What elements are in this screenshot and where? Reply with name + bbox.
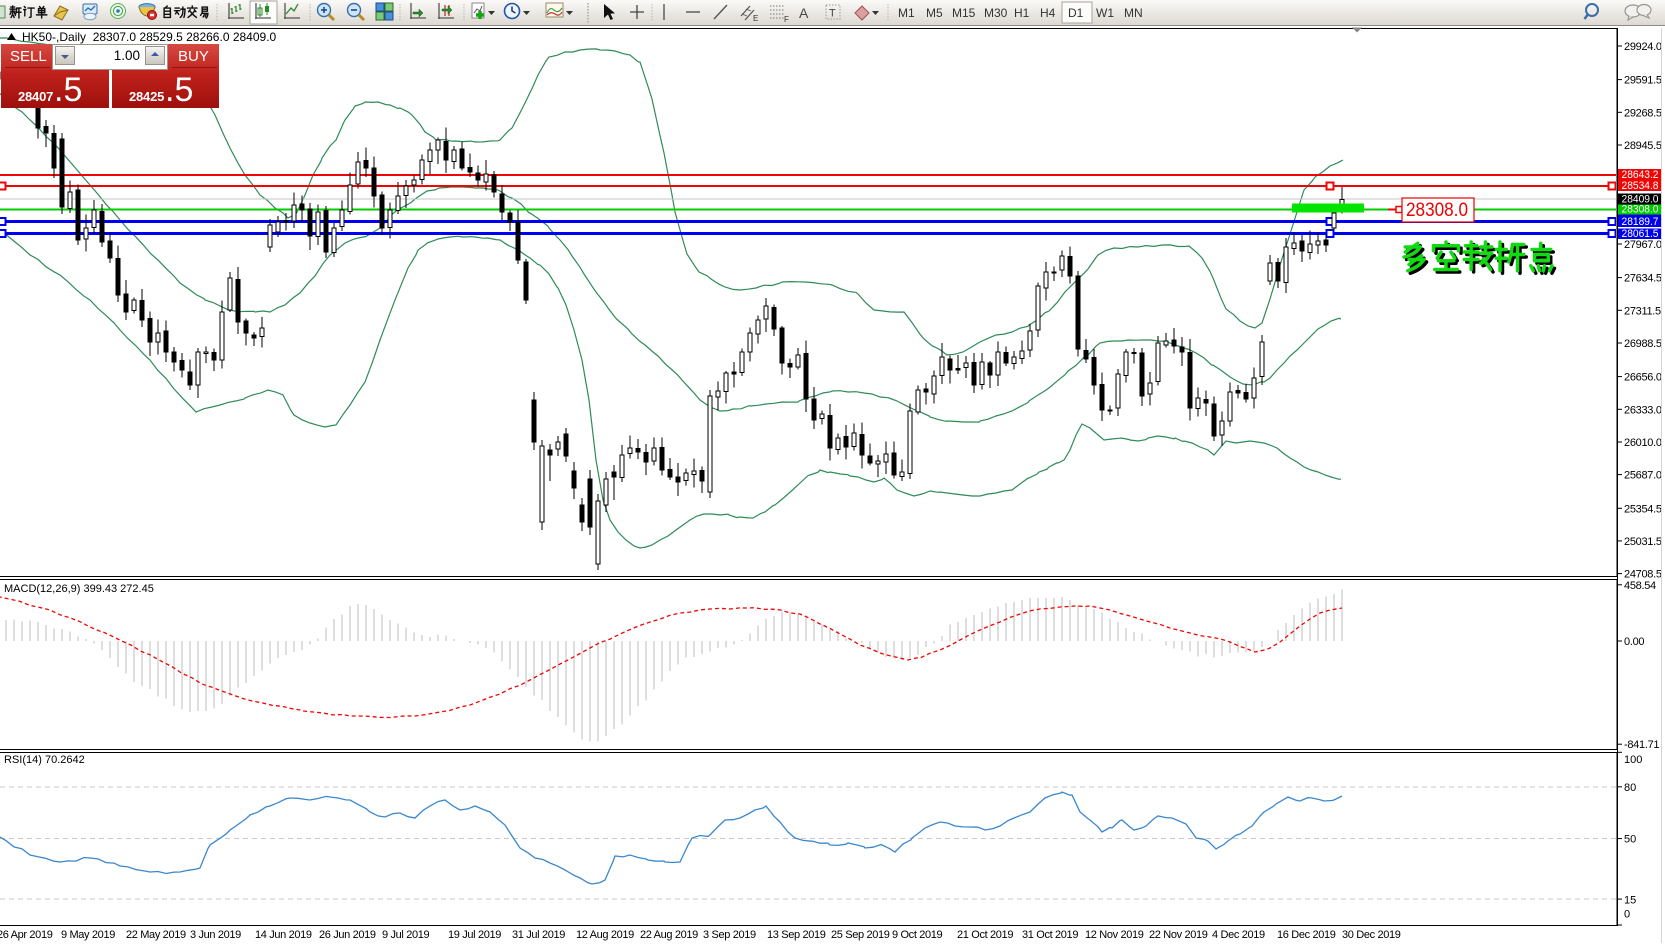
svg-text:9 May 2019: 9 May 2019 bbox=[61, 929, 115, 941]
svg-text:HK50-,Daily 28307.0 28529.5 2: HK50-,Daily 28307.0 28529.5 28266.0 2840… bbox=[22, 30, 277, 44]
svg-text:29924.0: 29924.0 bbox=[1624, 41, 1662, 53]
svg-text:80: 80 bbox=[1624, 782, 1636, 794]
svg-text:M30: M30 bbox=[984, 6, 1008, 20]
svg-text:26988.5: 26988.5 bbox=[1624, 338, 1662, 350]
svg-text:4 Dec 2019: 4 Dec 2019 bbox=[1212, 929, 1265, 941]
svg-text:W1: W1 bbox=[1096, 6, 1114, 20]
svg-text:3 Jun 2019: 3 Jun 2019 bbox=[190, 929, 241, 941]
svg-text:D1: D1 bbox=[1068, 6, 1084, 20]
svg-text:0: 0 bbox=[1624, 908, 1630, 920]
svg-text:30 Dec 2019: 30 Dec 2019 bbox=[1342, 929, 1401, 941]
svg-text:29591.5: 29591.5 bbox=[1624, 75, 1662, 87]
svg-text:A: A bbox=[799, 5, 809, 21]
svg-text:25354.5: 25354.5 bbox=[1624, 503, 1662, 515]
svg-text:H4: H4 bbox=[1040, 6, 1056, 20]
svg-text:-841.71: -841.71 bbox=[1624, 739, 1659, 751]
svg-text:19 Jul 2019: 19 Jul 2019 bbox=[448, 929, 501, 941]
svg-text:24708.5: 24708.5 bbox=[1624, 569, 1662, 581]
svg-text:28308.0: 28308.0 bbox=[1406, 199, 1468, 221]
svg-text:28308.0: 28308.0 bbox=[1622, 204, 1659, 216]
svg-text:22 Nov 2019: 22 Nov 2019 bbox=[1149, 929, 1208, 941]
svg-text:M15: M15 bbox=[952, 6, 976, 20]
svg-text:28945.5: 28945.5 bbox=[1624, 140, 1662, 152]
svg-text:29268.5: 29268.5 bbox=[1624, 107, 1662, 119]
svg-text:3 Sep 2019: 3 Sep 2019 bbox=[703, 929, 756, 941]
svg-text:21 Oct 2019: 21 Oct 2019 bbox=[957, 929, 1013, 941]
svg-text:9 Jul 2019: 9 Jul 2019 bbox=[382, 929, 429, 941]
svg-text:26656.0: 26656.0 bbox=[1624, 372, 1662, 384]
svg-text:28409.0: 28409.0 bbox=[1622, 193, 1659, 205]
svg-text:22 May 2019: 22 May 2019 bbox=[126, 929, 186, 941]
svg-text:26010.0: 26010.0 bbox=[1624, 437, 1662, 449]
svg-text:16 Dec 2019: 16 Dec 2019 bbox=[1277, 929, 1336, 941]
svg-text:H1: H1 bbox=[1014, 6, 1030, 20]
svg-text:15: 15 bbox=[1624, 895, 1636, 907]
svg-text:12 Nov 2019: 12 Nov 2019 bbox=[1085, 929, 1144, 941]
svg-text:M5: M5 bbox=[926, 6, 943, 20]
svg-text:26333.0: 26333.0 bbox=[1624, 404, 1662, 416]
svg-text:12 Aug 2019: 12 Aug 2019 bbox=[576, 929, 634, 941]
svg-text:25687.0: 25687.0 bbox=[1624, 470, 1662, 482]
svg-text:28061.5: 28061.5 bbox=[1622, 228, 1659, 240]
svg-text:27634.5: 27634.5 bbox=[1624, 273, 1662, 285]
svg-text:25031.5: 25031.5 bbox=[1624, 536, 1662, 548]
svg-text:25 Sep 2019: 25 Sep 2019 bbox=[831, 929, 890, 941]
svg-text:28189.7: 28189.7 bbox=[1622, 216, 1659, 228]
svg-text:M1: M1 bbox=[898, 6, 915, 20]
svg-text:28534.8: 28534.8 bbox=[1622, 180, 1659, 192]
svg-text:MN: MN bbox=[1124, 6, 1143, 20]
svg-text:0.00: 0.00 bbox=[1624, 636, 1644, 648]
svg-text:22 Aug 2019: 22 Aug 2019 bbox=[640, 929, 698, 941]
svg-text:27311.5: 27311.5 bbox=[1624, 305, 1661, 317]
svg-text:31 Oct 2019: 31 Oct 2019 bbox=[1022, 929, 1078, 941]
svg-text:100: 100 bbox=[1624, 754, 1642, 766]
svg-text:31 Jul 2019: 31 Jul 2019 bbox=[512, 929, 565, 941]
svg-text:28643.2: 28643.2 bbox=[1622, 169, 1659, 181]
svg-text:9 Oct 2019: 9 Oct 2019 bbox=[892, 929, 943, 941]
svg-text:MACD(12,26,9) 399.43 272.45: MACD(12,26,9) 399.43 272.45 bbox=[4, 583, 154, 595]
svg-text:F: F bbox=[784, 15, 789, 24]
svg-text:26 Apr 2019: 26 Apr 2019 bbox=[0, 929, 53, 941]
svg-text:26 Jun 2019: 26 Jun 2019 bbox=[319, 929, 376, 941]
svg-text:E: E bbox=[753, 14, 758, 23]
svg-text:50: 50 bbox=[1624, 834, 1636, 846]
svg-text:27967.0: 27967.0 bbox=[1624, 239, 1662, 251]
svg-text:RSI(14) 70.2642: RSI(14) 70.2642 bbox=[4, 754, 85, 766]
svg-text:458.54: 458.54 bbox=[1624, 580, 1656, 592]
svg-text:T: T bbox=[829, 8, 836, 20]
svg-text:13 Sep 2019: 13 Sep 2019 bbox=[767, 929, 826, 941]
svg-text:14 Jun 2019: 14 Jun 2019 bbox=[255, 929, 312, 941]
